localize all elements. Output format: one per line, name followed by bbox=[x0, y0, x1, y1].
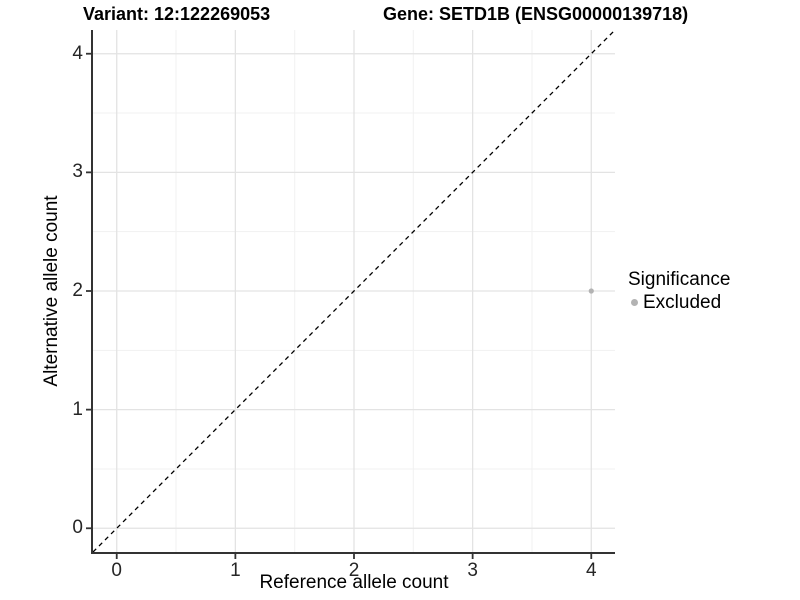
y-tick-label: 4 bbox=[72, 42, 83, 64]
excluded-point-icon bbox=[631, 299, 638, 306]
x-tick-label: 3 bbox=[467, 560, 478, 581]
legend-entry-excluded: Excluded bbox=[628, 291, 730, 314]
x-tick-label: 1 bbox=[230, 560, 241, 581]
x-axis-title: Reference allele count bbox=[259, 572, 449, 593]
legend-entry-label: Excluded bbox=[643, 292, 722, 313]
variant-title: Variant: 12:122269053 bbox=[83, 4, 271, 24]
x-tick-label: 4 bbox=[585, 560, 597, 581]
y-tick-label: 1 bbox=[72, 398, 83, 420]
y-tick-label: 2 bbox=[72, 280, 83, 301]
y-tick-label: 0 bbox=[72, 517, 83, 539]
data-point bbox=[588, 288, 594, 294]
gene-title: Gene: SETD1B (ENSG00000139718) bbox=[383, 4, 689, 24]
x-tick-label: 2 bbox=[348, 560, 360, 581]
legend: Significance Excluded bbox=[628, 268, 730, 314]
legend-title: Significance bbox=[628, 269, 731, 290]
identity-line bbox=[92, 29, 616, 553]
x-tick-label: 0 bbox=[111, 560, 122, 581]
y-tick-label: 3 bbox=[72, 161, 83, 183]
